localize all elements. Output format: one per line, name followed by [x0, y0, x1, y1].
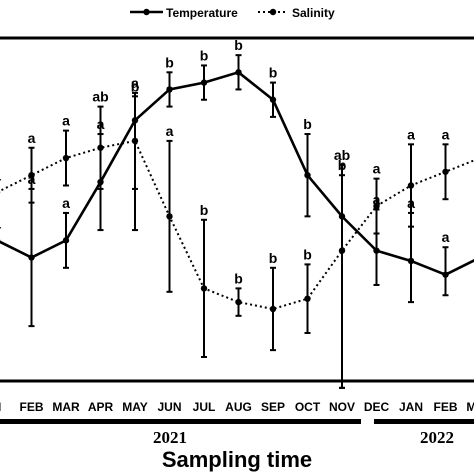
x-tick-label-14: MAR [466, 400, 474, 414]
temperature-letter-6: b [200, 47, 209, 63]
x-tick-label-13: FEB [434, 400, 458, 414]
salinity-letter-8: b [269, 250, 278, 266]
salinity-letter-5: a [166, 123, 174, 139]
temperature-letter-9: b [303, 116, 312, 132]
x-tick-label-12: JAN [399, 400, 423, 414]
salinity-point-4 [131, 137, 139, 145]
salinity-letter-13: a [442, 126, 450, 142]
x-tick-label-7: AUG [225, 400, 252, 414]
temperature-point-8 [269, 96, 277, 103]
salinity-point-6 [200, 285, 208, 292]
salinity-letter-0: a [0, 167, 1, 183]
x-tick-label-8: SEP [261, 400, 285, 414]
temperature-point-12 [407, 257, 415, 265]
x-tick-label-0: N [0, 400, 1, 414]
salinity-letter-2: a [62, 113, 70, 129]
salinity-letter-10: ab [334, 147, 350, 163]
temperature-point-13 [442, 271, 449, 278]
salinity-letter-9: b [303, 246, 312, 262]
salinity-point-9 [304, 295, 311, 302]
temperature-letter-13: a [442, 229, 450, 245]
temperature-letter-2: a [62, 195, 70, 211]
salinity-point-2 [62, 154, 70, 162]
salinity-point-5 [166, 213, 173, 220]
temperature-letter-5: b [165, 54, 174, 70]
plot-frame [0, 36, 474, 383]
salinity-point-11 [373, 202, 380, 210]
salinity-point-3 [97, 144, 104, 151]
year-label-2021: 2021 [153, 428, 187, 447]
temperature-point-2 [62, 237, 70, 244]
x-tick-label-11: DEC [364, 400, 390, 414]
year-bar-2021 [0, 419, 361, 424]
x-tick-label-6: JUL [193, 400, 216, 414]
temperature-point-6 [200, 79, 208, 86]
temperature-letter-0: a [0, 216, 1, 232]
salinity-point-10 [338, 247, 346, 254]
x-axis-title: Sampling time [162, 447, 312, 472]
salinity-letter-4: a [131, 75, 139, 91]
legend-salinity-marker [269, 8, 277, 16]
salinity-letter-3: ab [92, 89, 108, 105]
temperature-point-7 [235, 69, 242, 76]
year-label-2022: 2022 [420, 428, 454, 447]
salinity-letter-7: b [234, 270, 243, 286]
x-tick-label-2: MAR [52, 400, 80, 414]
temperature-point-11 [373, 247, 380, 254]
x-tick-labels: N FEB MAR APR MAY JUN JUL AUG SEP OCT NOV DEC JAN FEB… [0, 400, 474, 414]
legend-temperature-label: Temperature [166, 6, 238, 20]
x-tick-label-4: MAY [122, 400, 148, 414]
temperature-point-5 [166, 86, 173, 93]
legend-temperature-marker [143, 8, 150, 16]
year-bar-2022 [374, 419, 474, 424]
salinity-letter-6: b [200, 202, 209, 218]
temperature-line [0, 70, 474, 277]
salinity-line [0, 139, 474, 310]
salinity-letter-12: a [407, 126, 415, 142]
temperature-letter-7: b [234, 37, 243, 53]
legend-salinity-label: Salinity [292, 6, 335, 20]
x-tick-label-3: APR [88, 400, 114, 414]
x-tick-label-5: JUN [157, 400, 181, 414]
x-tick-label-10: NOV [329, 400, 355, 414]
temperature-letter-4: b [131, 78, 140, 94]
x-tick-label-9: OCT [295, 400, 321, 414]
salinity-point-13 [442, 168, 449, 175]
x-tick-label-1: FEB [20, 400, 44, 414]
salinity-point-1 [28, 172, 35, 179]
legend: Temperature Salinity [130, 6, 335, 20]
chart-marks: aaaabbbbbbbaaaaaaaaabaabbbbabaaaaa [0, 37, 474, 389]
salinity-letter-1: a [28, 130, 36, 146]
temperature-point-1 [28, 254, 35, 261]
temperature-point-9 [304, 172, 311, 179]
salinity-point-12 [407, 182, 415, 189]
salinity-point-8 [269, 305, 277, 313]
salinity-letter-11: a [373, 161, 381, 177]
salinity-point-7 [235, 298, 242, 306]
temperature-letter-8: b [269, 65, 278, 81]
